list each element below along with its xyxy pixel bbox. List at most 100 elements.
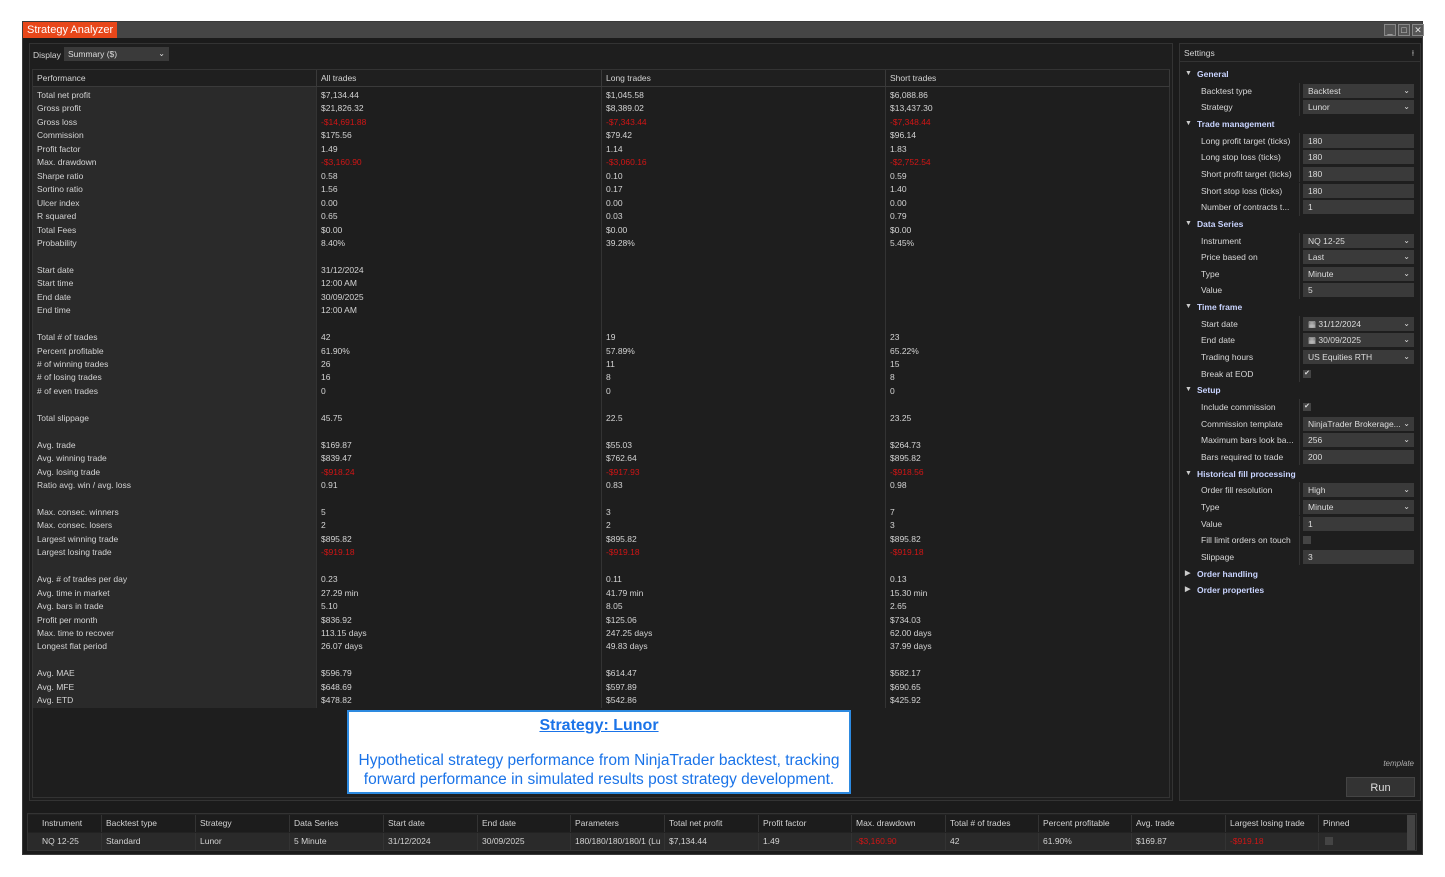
checkbox[interactable] [1303,536,1311,545]
pin-icon[interactable]: ⍿ [1411,48,1414,58]
checkbox[interactable]: ✔ [1303,403,1311,411]
cell-value: 113.15 days [321,628,367,638]
grid-column-header[interactable]: Strategy [196,815,290,832]
grid-cell[interactable]: 180/180/180/180/1 (Lu [571,833,665,850]
grid-column-header[interactable]: Profit factor [759,815,852,832]
grid-column-header[interactable]: Total net profit [665,815,759,832]
settings-section[interactable]: ▼ Time frame [1180,299,1420,316]
row-label: Avg. bars in trade [37,601,104,612]
grid-column-header[interactable]: Instrument [28,815,102,832]
grid-column-header[interactable]: Percent profitable [1039,815,1132,832]
grid-cell[interactable]: -$3,160.90 [852,833,946,850]
chevron-down-icon[interactable]: ⌄ [1403,418,1410,428]
expanded-triangle-icon[interactable]: ▼ [1185,386,1192,394]
setting-date[interactable]: ▦ 30/09/2025 ⌄ [1303,333,1414,348]
setting-select[interactable]: Backtest ⌄ [1303,83,1414,98]
setting-text[interactable]: 3 [1303,549,1414,564]
grid-cell[interactable]: Standard [102,833,196,850]
close-icon[interactable]: ✕ [1412,24,1424,36]
column-header[interactable]: All trades [317,70,602,87]
setting-label: Value [1201,285,1223,296]
settings-section[interactable]: ▶ Order handling [1180,566,1420,583]
grid-column-header[interactable]: Data Series [290,815,384,832]
grid-cell[interactable]: Lunor [196,833,290,850]
setting-text[interactable]: 180 [1303,150,1414,165]
chevron-down-icon[interactable]: ⌄ [1403,435,1410,445]
grid-column-header[interactable]: Pinned [1319,815,1409,832]
template-link[interactable]: template [1383,759,1414,768]
grid-scrollbar[interactable] [1407,815,1415,850]
checkbox[interactable]: ✔ [1303,369,1311,378]
grid-cell[interactable]: 31/12/2024 [384,833,478,850]
settings-section[interactable]: ▼ Data Series [1180,216,1420,233]
expanded-triangle-icon[interactable]: ▼ [1185,70,1192,77]
setting-select[interactable]: Last ⌄ [1303,250,1414,265]
setting-select[interactable]: Minute ⌄ [1303,499,1414,514]
grid-cell[interactable]: NQ 12-25 [28,833,102,850]
setting-text[interactable]: 1 [1303,200,1414,215]
chevron-down-icon[interactable]: ⌄ [1403,485,1410,495]
grid-cell[interactable]: 61.90% [1039,833,1132,850]
chevron-down-icon[interactable]: ⌄ [1403,318,1410,328]
setting-select[interactable]: US Equities RTH ⌄ [1303,350,1414,365]
expanded-triangle-icon[interactable]: ▼ [1185,219,1192,227]
grid-column-header[interactable]: Avg. trade [1132,815,1226,832]
maximize-icon[interactable]: □ [1398,24,1410,36]
grid-column-header[interactable]: Largest losing trade [1226,815,1319,832]
grid-cell[interactable]: -$919.18 [1226,833,1319,850]
grid-column-header[interactable]: Parameters [571,815,665,832]
grid-cell[interactable]: 30/09/2025 [478,833,571,850]
expanded-triangle-icon[interactable]: ▼ [1185,469,1192,477]
setting-text[interactable]: 180 [1303,166,1414,181]
settings-section[interactable]: ▼ General [1180,66,1420,83]
grid-cell[interactable]: 1.49 [759,833,852,850]
setting-select[interactable]: NinjaTrader Brokerage... ⌄ [1303,416,1414,431]
grid-column-header[interactable]: Total # of trades [946,815,1039,832]
settings-section[interactable]: ▼ Trade management [1180,116,1420,133]
setting-select[interactable]: High ⌄ [1303,483,1414,498]
settings-section[interactable]: ▼ Setup [1180,382,1420,399]
grid-column-header[interactable]: Max. drawdown [852,815,946,832]
settings-section[interactable]: ▼ Historical fill processing [1180,466,1420,483]
setting-value: 256 [1308,435,1323,446]
setting-text[interactable]: 1 [1303,516,1414,531]
chevron-down-icon[interactable]: ⌄ [1403,335,1410,345]
setting-date[interactable]: ▦ 31/12/2024 ⌄ [1303,316,1414,331]
chevron-down-icon[interactable]: ⌄ [1403,235,1410,245]
collapsed-triangle-icon[interactable]: ▶ [1185,586,1191,594]
setting-text[interactable]: 180 [1303,183,1414,198]
grid-cell[interactable]: $7,134.44 [665,833,759,850]
grid-column-header[interactable]: End date [478,815,571,832]
grid-column-header[interactable]: Start date [384,815,478,832]
column-header[interactable]: Long trades [602,70,886,87]
collapsed-triangle-icon[interactable]: ▶ [1185,569,1191,577]
grid-cell[interactable]: $169.87 [1132,833,1226,850]
chevron-down-icon[interactable]: ⌄ [1403,85,1410,95]
pinned-checkbox[interactable] [1325,837,1333,845]
settings-section[interactable]: ▶ Order properties [1180,582,1420,599]
run-button[interactable]: Run [1346,777,1415,797]
chevron-down-icon[interactable]: ⌄ [1403,252,1410,262]
chevron-down-icon[interactable]: ⌄ [1403,352,1410,362]
column-header[interactable]: Short trades [886,70,1170,87]
grid-cell[interactable] [1319,833,1409,850]
setting-text[interactable]: 180 [1303,133,1414,148]
expanded-triangle-icon[interactable]: ▼ [1185,119,1192,127]
grid-cell[interactable]: 5 Minute [290,833,384,850]
column-header[interactable]: Performance [33,70,317,87]
grid-column-header[interactable]: Backtest type [102,815,196,832]
setting-select[interactable]: Lunor ⌄ [1303,100,1414,115]
grid-cell[interactable]: 42 [946,833,1039,850]
setting-text[interactable]: 5 [1303,283,1414,298]
setting-select[interactable]: Minute ⌄ [1303,266,1414,281]
chevron-down-icon[interactable]: ⌄ [1403,102,1410,112]
setting-select[interactable]: NQ 12-25 ⌄ [1303,233,1414,248]
setting-select[interactable]: 256 ⌄ [1303,433,1414,448]
expanded-triangle-icon[interactable]: ▼ [1185,303,1192,311]
minimize-icon[interactable]: _ [1384,24,1396,36]
chevron-down-icon[interactable]: ⌄ [1403,501,1410,511]
setting-text[interactable]: 200 [1303,449,1414,464]
chevron-down-icon[interactable]: ⌄ [1403,268,1410,278]
divider [1299,548,1300,566]
display-select[interactable]: Summary ($) ⌄ [64,47,169,61]
